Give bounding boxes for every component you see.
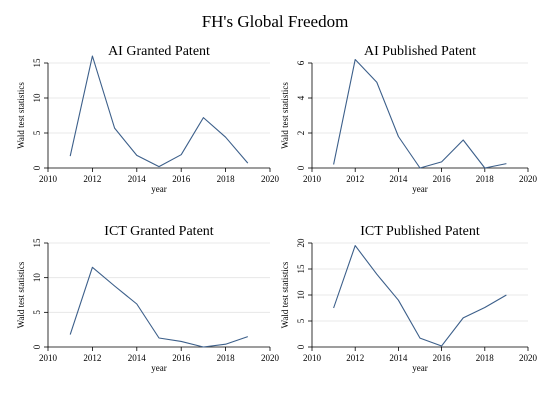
- chart-title: ICT Granted Patent: [104, 224, 213, 239]
- y-tick-label: 10: [32, 273, 42, 283]
- x-tick-label: 2012: [346, 174, 364, 184]
- y-tick-label: 5: [296, 318, 306, 323]
- series-line: [69, 55, 249, 168]
- y-tick-label: 2: [296, 131, 306, 136]
- y-tick-label: 20: [296, 238, 306, 248]
- y-axis-label: Wald test statistics: [280, 261, 290, 328]
- x-tick-label: 2018: [217, 353, 236, 363]
- x-axis-label: year: [151, 184, 167, 194]
- series-line: [69, 266, 248, 348]
- x-tick-label: 2012: [83, 174, 101, 184]
- y-tick-label: 15: [32, 238, 42, 248]
- x-tick-label: 2018: [476, 353, 495, 363]
- y-axis-label: Wald test statistics: [280, 82, 290, 149]
- chart-panel-2: 0 2 4 6 2010 2012 2014 2016 2018 2020 year Wald tes…: [280, 44, 538, 194]
- x-axis-label: year: [412, 184, 428, 194]
- x-tick-label: 2016: [172, 353, 191, 363]
- x-tick-label: 2020: [261, 353, 280, 363]
- chart-panel-3: 0 5 10 15 2010 2012 2014 2016 2018 2020 year Wald t…: [16, 224, 280, 373]
- figure-title: FH's Global Freedom: [202, 12, 349, 31]
- series-line: [333, 58, 507, 169]
- y-tick-label: 0: [32, 165, 42, 170]
- chart-title: AI Published Patent: [364, 44, 476, 59]
- x-tick-label: 2016: [172, 174, 191, 184]
- y-tick-label: 6: [296, 60, 306, 65]
- y-tick-label: 5: [32, 130, 42, 135]
- y-tick-label: 10: [32, 93, 42, 103]
- y-tick-label: 0: [32, 344, 42, 349]
- x-tick-label: 2010: [303, 174, 322, 184]
- x-tick-label: 2016: [433, 353, 452, 363]
- x-tick-label: 2010: [39, 174, 58, 184]
- chart-panel-4: 0 5 10 15 20 2010 2012 2014 2016 2018 2020 year Wald…: [280, 224, 538, 373]
- y-tick-label: 5: [32, 310, 42, 315]
- y-tick-label: 15: [296, 264, 306, 274]
- x-tick-label: 2014: [128, 174, 147, 184]
- y-axis-label: Wald test statistics: [16, 82, 26, 149]
- chart-panel-1: 0 5 10 15 2010 2012 2014 2016 2018 2020 year Wald t…: [16, 44, 280, 194]
- x-tick-label: 2012: [83, 353, 101, 363]
- x-tick-label: 2020: [519, 174, 538, 184]
- y-tick-label: 4: [296, 95, 306, 100]
- y-axis-label: Wald test statistics: [16, 261, 26, 328]
- x-tick-label: 2012: [346, 353, 364, 363]
- x-tick-label: 2020: [261, 174, 280, 184]
- x-tick-label: 2018: [217, 174, 236, 184]
- y-tick-label: 0: [296, 344, 306, 349]
- x-tick-label: 2020: [519, 353, 538, 363]
- plot-area: [48, 243, 270, 347]
- x-tick-label: 2018: [476, 174, 495, 184]
- x-axis-label: year: [412, 363, 428, 373]
- x-tick-label: 2014: [389, 353, 408, 363]
- y-tick-label: 0: [296, 165, 306, 170]
- plot-area: [48, 63, 270, 168]
- y-tick-label: 10: [296, 290, 306, 300]
- plot-area: [312, 63, 528, 168]
- x-tick-label: 2014: [128, 353, 147, 363]
- x-axis-label: year: [151, 363, 167, 373]
- x-tick-label: 2010: [303, 353, 322, 363]
- x-tick-label: 2016: [433, 174, 452, 184]
- y-tick-label: 15: [32, 58, 42, 68]
- x-tick-label: 2010: [39, 353, 58, 363]
- chart-title: AI Granted Patent: [108, 44, 210, 59]
- series-line: [333, 245, 507, 347]
- x-tick-label: 2014: [389, 174, 408, 184]
- chart-title: ICT Published Patent: [360, 224, 480, 239]
